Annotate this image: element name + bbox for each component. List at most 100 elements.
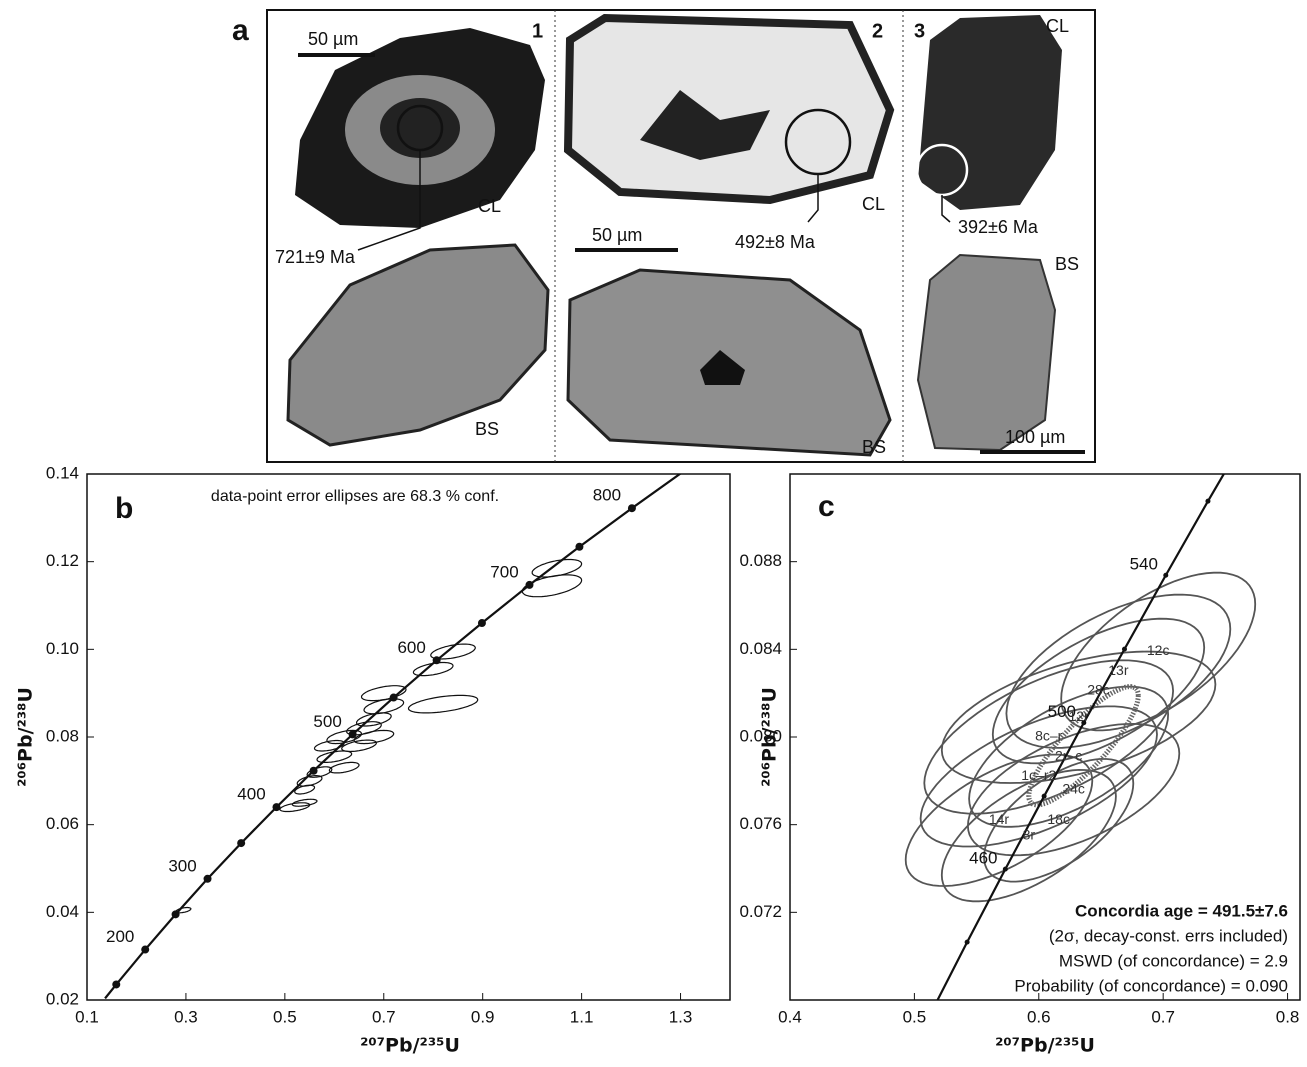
- chart: 0.4 0.5 0.6 0.7 0.8 0.072 0.076 0.080 0.084 0.088…: [739, 473, 1301, 1057]
- ellipse-label: 13r: [1108, 662, 1129, 678]
- ellipse-label: 2r–c: [1055, 747, 1082, 763]
- age-label: 500: [313, 712, 341, 731]
- annotation: data-point error ellipses are 68.3 % con…: [211, 488, 499, 505]
- y-tick-label: 0.02: [46, 989, 79, 1008]
- error-ellipse: [1005, 593, 1232, 749]
- panel-label: a: [232, 14, 249, 47]
- x-tick-label: 0.6: [1027, 1007, 1051, 1026]
- x-axis-label: ²⁰⁷Pb/²³⁵U: [995, 1035, 1095, 1057]
- cl-label: CL: [1046, 16, 1069, 36]
- error-ellipse: [316, 750, 353, 763]
- age-label: 800: [593, 486, 621, 505]
- age-marker: [1163, 572, 1169, 578]
- age-marker: [141, 945, 150, 954]
- y-tick-label: 0.08: [46, 726, 79, 745]
- ellipse-label: 28c: [1087, 682, 1110, 698]
- error-ellipse: [306, 766, 333, 778]
- result-line: MSWD (of concordance) = 2.9: [1059, 951, 1288, 970]
- age-label: 460: [969, 849, 997, 868]
- y-tick-label: 0.088: [739, 551, 782, 570]
- age-label: 200: [106, 927, 134, 946]
- x-tick-label: 0.3: [174, 1007, 198, 1026]
- y-tick-label: 0.06: [46, 814, 79, 833]
- plot-area: [904, 474, 1257, 1000]
- bs-label: BS: [475, 419, 499, 439]
- cl-label: CL: [478, 196, 501, 216]
- ellipse-label: 12c: [1147, 642, 1170, 658]
- x-tick-label: 0.4: [778, 1007, 802, 1026]
- grain-cl-image: [918, 15, 1062, 210]
- ellipse-label: 8r: [1023, 826, 1036, 842]
- error-ellipse: [328, 761, 360, 774]
- panel-a: a 50 µm 1 CL 721±9 Ma BS 50 µm 2 CL 492±…: [232, 9, 1096, 463]
- scale-label: 50 µm: [592, 225, 642, 245]
- ellipse-label: 8c–r: [1035, 728, 1063, 744]
- error-ellipse: [923, 659, 1175, 815]
- y-axis-label: ²⁰⁶Pb/²³⁸U: [759, 687, 781, 787]
- error-ellipse: [341, 739, 378, 753]
- error-ellipse: [430, 643, 476, 660]
- ellipse-label: 1c–r2: [1021, 767, 1056, 783]
- leader: [357, 150, 421, 251]
- age-label: 500: [1048, 702, 1076, 721]
- grain-cl-image: [563, 13, 895, 205]
- error-ellipse: [412, 661, 454, 677]
- bs-label: BS: [862, 437, 886, 457]
- leader: [941, 195, 951, 223]
- y-tick-label: 0.080: [739, 726, 782, 745]
- y-tick-label: 0.072: [739, 902, 782, 921]
- ellipse-label: 12r: [1068, 708, 1089, 724]
- x-tick-label: 0.7: [372, 1007, 396, 1026]
- plot-area: [104, 474, 682, 1000]
- age-marker: [309, 766, 318, 775]
- age-marker: [432, 656, 441, 665]
- x-tick-label: 0.8: [1276, 1007, 1300, 1026]
- age-marker: [272, 803, 281, 812]
- error-ellipse: [291, 798, 318, 807]
- y-axis-label: ²⁰⁶Pb/²³⁸U: [15, 687, 37, 787]
- result-line: (2σ, decay-const. errs included): [1049, 926, 1288, 945]
- age-marker: [1002, 866, 1008, 872]
- x-tick-label: 1.3: [669, 1007, 693, 1026]
- age-marker: [1205, 498, 1211, 504]
- error-ellipse: [296, 775, 323, 787]
- x-tick-label: 0.7: [1151, 1007, 1175, 1026]
- error-ellipse: [1060, 571, 1257, 732]
- age-marker: [525, 580, 534, 589]
- panel-label: c: [818, 490, 835, 523]
- grain-bs-image: [916, 253, 1057, 452]
- age-marker: [112, 980, 121, 989]
- error-ellipse: [919, 705, 1158, 848]
- x-tick-label: 0.1: [75, 1007, 99, 1026]
- age-label: 540: [1130, 555, 1158, 574]
- age-label: 300: [168, 856, 196, 875]
- age-label: 700: [490, 562, 518, 581]
- age-marker: [964, 939, 970, 945]
- panel-label: b: [115, 492, 133, 525]
- spot-age: 392±6 Ma: [958, 217, 1039, 237]
- scale-label: 100 µm: [1005, 427, 1065, 447]
- scale-label: 50 µm: [308, 29, 358, 49]
- chart: 0.1 0.3 0.5 0.7 0.9 1.1 1.3 0.02 0.04 0.06 0.08 0.1…: [15, 463, 731, 1057]
- result-line: Concordia age = 491.5±7.6: [1075, 901, 1288, 920]
- y-tick-label: 0.04: [46, 902, 79, 921]
- inclusion: [700, 350, 745, 385]
- age-marker: [1041, 793, 1047, 799]
- zoning: [380, 98, 460, 158]
- error-ellipse: [983, 757, 1135, 883]
- ellipse-label: 18c: [1047, 811, 1070, 827]
- error-ellipse: [531, 558, 583, 578]
- leader: [807, 174, 819, 223]
- ellipse-label: 24c: [1062, 780, 1085, 796]
- x-tick-label: 0.5: [903, 1007, 927, 1026]
- concordia-curve: [104, 474, 682, 1000]
- x-tick-label: 1.1: [570, 1007, 594, 1026]
- y-tick-label: 0.076: [739, 814, 782, 833]
- age-marker: [575, 542, 584, 551]
- zoning: [640, 90, 770, 160]
- age-marker: [389, 693, 398, 702]
- error-ellipse: [294, 784, 316, 795]
- grain-bs-image: [286, 243, 550, 447]
- y-tick-label: 0.084: [739, 639, 782, 658]
